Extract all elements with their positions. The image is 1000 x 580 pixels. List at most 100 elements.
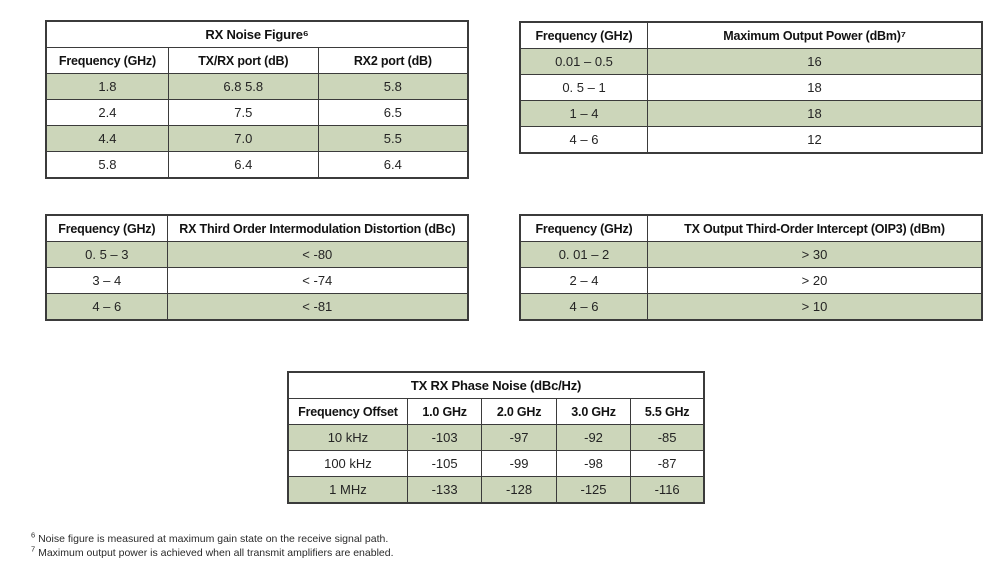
table-header-row: Frequency (GHz) TX/RX port (dB) RX2 port (…	[45, 47, 469, 74]
table-row: 0.01 – 0.5 16	[519, 48, 983, 75]
column-header: 2.0 GHz	[481, 398, 557, 425]
table-header-row: Frequency (GHz) RX Third Order Intermodul…	[45, 214, 469, 242]
footnote-marker: 6	[31, 530, 36, 540]
footnotes: 6 Noise figure is measured at maximum ga…	[31, 530, 394, 561]
footnote-text: Noise figure is measured at maximum gain…	[38, 533, 389, 545]
column-header: Frequency (GHz)	[45, 214, 168, 242]
table-cell: 16	[647, 48, 983, 75]
table-row: 1.8 6.8 5.8 5.8	[45, 73, 469, 100]
table-cell: -98	[555, 450, 632, 477]
table-cell: 6.4	[167, 151, 319, 179]
table-cell: 7.5	[167, 99, 319, 126]
table-cell: -128	[481, 476, 557, 504]
table-cell: 5.8	[317, 73, 469, 100]
footnote-noise-figure: 6 Noise figure is measured at maximum ga…	[31, 530, 394, 547]
footnote-marker: 7	[31, 544, 36, 553]
column-header: Frequency (GHz)	[45, 47, 169, 74]
table-cell: < -80	[166, 241, 469, 268]
table-row: 3 – 4 < -74	[45, 267, 469, 294]
table-row: 4.4 7.0 5.5	[45, 125, 469, 152]
table-row: 1 MHz -133 -128 -125 -116	[287, 476, 705, 504]
table-cell: 6.4	[317, 151, 469, 179]
column-header: 1.0 GHz	[406, 398, 483, 425]
table-header-row: Frequency (GHz) TX Output Third-Order Int…	[519, 214, 983, 242]
table-cell: 4 – 6	[45, 293, 168, 321]
column-header: TX/RX port (dB)	[167, 47, 319, 74]
table-cell: < -81	[166, 293, 469, 321]
table-cell: -133	[406, 476, 483, 504]
table-row: 0. 01 – 2 > 30	[519, 241, 983, 268]
table-row: 4 – 6 > 10	[519, 293, 983, 321]
table-cell: 4 – 6	[519, 293, 648, 321]
column-header: Frequency (GHz)	[519, 214, 648, 242]
table-header-row: Frequency Offset 1.0 GHz 2.0 GHz 3.0 GHz 5.5…	[287, 398, 705, 425]
tx-oip3-table: Frequency (GHz) TX Output Third-Order Int…	[519, 214, 983, 321]
table-cell: < -74	[166, 267, 469, 294]
column-header: Maximum Output Power (dBm)⁷	[647, 21, 983, 49]
table-cell: 4.4	[45, 125, 169, 152]
table-row: 5.8 6.4 6.4	[45, 151, 469, 179]
column-header: Frequency (GHz)	[519, 21, 648, 49]
table-cell: 5.8	[45, 151, 169, 179]
rx-noise-figure-table: RX Noise Figure⁶ Frequency (GHz) TX/RX por…	[45, 20, 469, 179]
table-cell: 100 kHz	[287, 450, 408, 477]
table-cell: 4 – 6	[519, 126, 648, 154]
table-cell: 1.8	[45, 73, 169, 100]
table-title-row: TX RX Phase Noise (dBc/Hz)	[287, 371, 705, 399]
column-header: Frequency Offset	[287, 398, 408, 425]
table-cell: 10 kHz	[287, 424, 408, 451]
table-cell: > 30	[647, 241, 983, 268]
table-header-row: Frequency (GHz) Maximum Output Power (dBm…	[519, 21, 983, 49]
table-cell: -125	[555, 476, 632, 504]
table-cell: -87	[630, 450, 705, 477]
table-row: 100 kHz -105 -99 -98 -87	[287, 450, 705, 477]
tx-oip3-table-container: Frequency (GHz) TX Output Third-Order Int…	[519, 214, 983, 321]
footnote-output-power: 7 Maximum output power is achieved when …	[31, 544, 394, 561]
table-cell: 18	[647, 100, 983, 127]
table-row: 10 kHz -103 -97 -92 -85	[287, 424, 705, 451]
table-cell: 12	[647, 126, 983, 154]
table-row: 2 – 4 > 20	[519, 267, 983, 294]
column-header: TX Output Third-Order Intercept (OIP3) (…	[647, 214, 983, 242]
table-row: 0. 5 – 1 18	[519, 74, 983, 101]
table-cell: > 20	[647, 267, 983, 294]
table-row: 1 – 4 18	[519, 100, 983, 127]
column-header: 3.0 GHz	[555, 398, 632, 425]
table-cell: 5.5	[317, 125, 469, 152]
table-row: 0. 5 – 3 < -80	[45, 241, 469, 268]
table-cell: 18	[647, 74, 983, 101]
table-cell: 1 MHz	[287, 476, 408, 504]
table-cell: 6.5	[317, 99, 469, 126]
table-cell: -116	[630, 476, 705, 504]
table-row: 4 – 6 12	[519, 126, 983, 154]
table-cell: 0.01 – 0.5	[519, 48, 648, 75]
table-cell: 0. 5 – 1	[519, 74, 648, 101]
table-title-row: RX Noise Figure⁶	[45, 20, 469, 48]
footnote-text: Maximum output power is achieved when al…	[38, 546, 394, 559]
table-cell: 2 – 4	[519, 267, 648, 294]
phase-noise-table-container: TX RX Phase Noise (dBc/Hz) Frequency Offs…	[287, 371, 705, 504]
table-cell: 1 – 4	[519, 100, 648, 127]
max-output-power-table: Frequency (GHz) Maximum Output Power (dBm…	[519, 21, 983, 154]
table-cell: -85	[630, 424, 705, 451]
rx-imd-table-container: Frequency (GHz) RX Third Order Intermodul…	[45, 214, 469, 321]
table-cell: > 10	[647, 293, 983, 321]
column-header: RX Third Order Intermodulation Distortio…	[166, 214, 469, 242]
table-row: 2.4 7.5 6.5	[45, 99, 469, 126]
max-output-power-table-container: Frequency (GHz) Maximum Output Power (dBm…	[519, 21, 983, 154]
rx-third-order-imd-table: Frequency (GHz) RX Third Order Intermodul…	[45, 214, 469, 321]
table-cell: 6.8 5.8	[167, 73, 319, 100]
table-cell: -103	[406, 424, 483, 451]
table-cell: -99	[481, 450, 557, 477]
table-cell: -97	[481, 424, 557, 451]
tx-rx-phase-noise-table: TX RX Phase Noise (dBc/Hz) Frequency Offs…	[287, 371, 705, 504]
table-cell: 0. 5 – 3	[45, 241, 168, 268]
rx-noise-figure-table-container: RX Noise Figure⁶ Frequency (GHz) TX/RX por…	[45, 20, 469, 179]
tx-rx-phase-noise-title: TX RX Phase Noise (dBc/Hz)	[287, 371, 705, 399]
table-cell: 7.0	[167, 125, 319, 152]
table-cell: 0. 01 – 2	[519, 241, 648, 268]
table-cell: 2.4	[45, 99, 169, 126]
table-cell: -105	[406, 450, 483, 477]
column-header: 5.5 GHz	[630, 398, 705, 425]
